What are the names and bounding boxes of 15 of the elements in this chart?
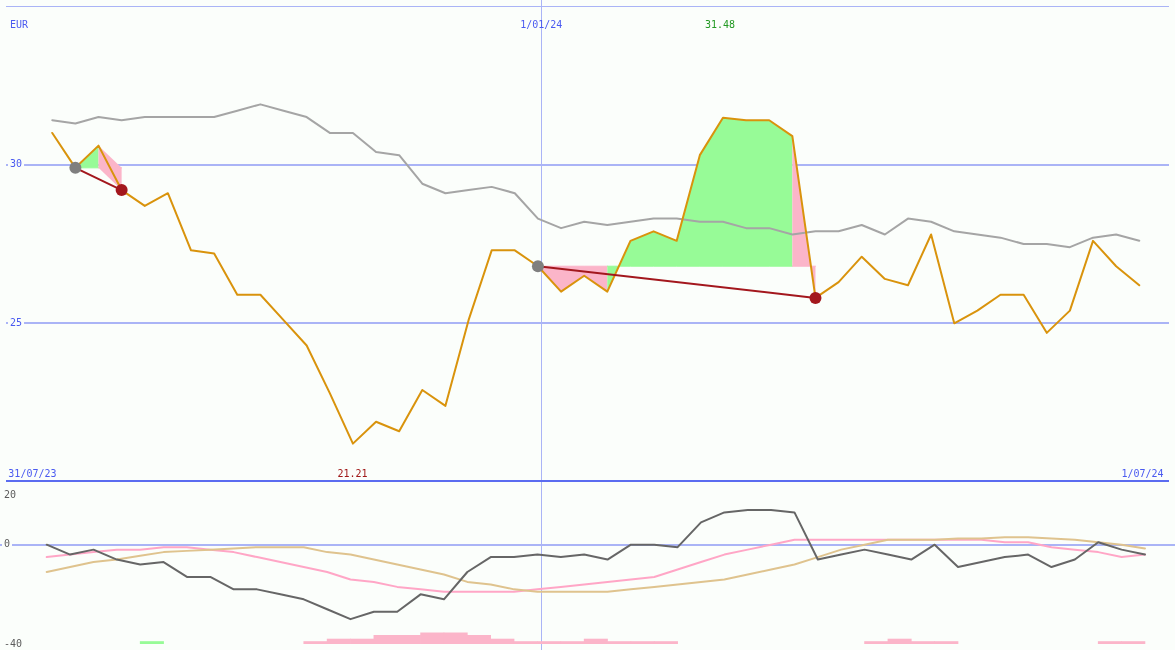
y-tick-label: -40 xyxy=(4,637,23,649)
x-tick-label: 31/07/23 xyxy=(8,467,57,479)
y-tick-label: 25 xyxy=(10,316,23,328)
annotation: 31.48 xyxy=(705,18,736,30)
y-tick-label: 0 xyxy=(4,538,11,550)
x-tick-label: 1/07/24 xyxy=(1121,467,1164,479)
point xyxy=(531,260,544,273)
point xyxy=(69,161,82,174)
annotation: 21.21 xyxy=(337,467,368,479)
y-tick-label: 30 xyxy=(10,158,23,170)
point xyxy=(809,291,822,304)
ref-line-label: 1/01/24 xyxy=(520,18,563,30)
y-axis-title: EUR xyxy=(10,18,30,30)
point xyxy=(115,184,128,197)
y-tick-label: 20 xyxy=(4,488,17,500)
